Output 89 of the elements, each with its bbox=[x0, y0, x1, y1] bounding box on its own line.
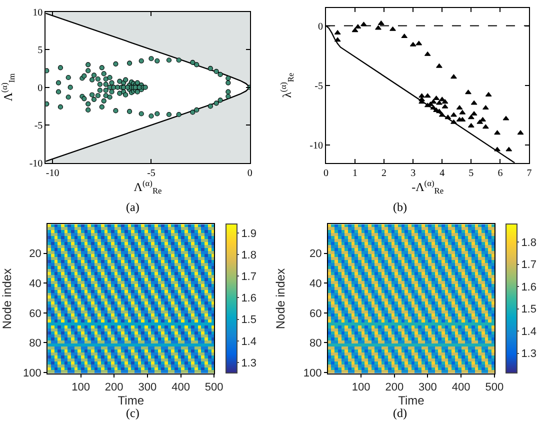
color-bar-label: 1.9 bbox=[241, 228, 256, 240]
point bbox=[424, 93, 431, 98]
x-tick-label: -5 bbox=[147, 168, 156, 179]
point bbox=[375, 25, 382, 30]
point bbox=[416, 40, 422, 46]
color-bar-label: 1.8 bbox=[521, 236, 536, 249]
y-tick-label: 100 bbox=[303, 367, 322, 380]
x-tick-label: 7 bbox=[526, 168, 532, 179]
color-bar-label: 1.7 bbox=[521, 259, 536, 272]
y-tick-label: 60 bbox=[309, 308, 322, 320]
y-tick-label: 80 bbox=[29, 338, 42, 350]
color-bar-label: 1.8 bbox=[241, 249, 256, 262]
y-tick-label: 40 bbox=[29, 278, 42, 290]
color-bar-label: 1.6 bbox=[241, 292, 256, 305]
x-tick-label: 5 bbox=[468, 168, 474, 179]
color-bar-label: 1.3 bbox=[521, 348, 536, 360]
x-tick-label: 6 bbox=[498, 168, 503, 179]
text: (a) bbox=[126, 200, 140, 214]
y-tick-label: -10 bbox=[29, 158, 43, 170]
color-bar-label: 1.5 bbox=[521, 304, 536, 316]
point bbox=[442, 99, 448, 104]
x-tick-label: 300 bbox=[138, 382, 157, 394]
y-tick-label: -10 bbox=[310, 140, 323, 152]
point bbox=[450, 74, 457, 79]
point bbox=[352, 28, 358, 32]
x-tick-label: 400 bbox=[172, 382, 190, 394]
y-tick-label: -5 bbox=[314, 80, 323, 92]
y-tick-label: 20 bbox=[29, 248, 42, 260]
point bbox=[494, 146, 500, 152]
point bbox=[436, 100, 442, 105]
x-tick-label: 4 bbox=[440, 168, 445, 179]
point bbox=[430, 99, 437, 104]
point bbox=[401, 34, 408, 38]
y-tick-label: 40 bbox=[309, 278, 322, 290]
point bbox=[438, 112, 446, 117]
point bbox=[436, 108, 442, 114]
y-tick-label: 100 bbox=[23, 367, 42, 380]
x-tick-label: 200 bbox=[104, 382, 124, 394]
point bbox=[482, 105, 489, 110]
point bbox=[470, 100, 478, 105]
x-tick-label: 500 bbox=[485, 382, 504, 394]
text: (c) bbox=[126, 406, 140, 420]
y-tick-label: 5 bbox=[38, 45, 43, 56]
point bbox=[465, 90, 472, 94]
point bbox=[494, 130, 500, 135]
y-tick-label: 0 bbox=[38, 82, 43, 94]
x-tick-label: 400 bbox=[452, 382, 470, 394]
x-tick-label: 2 bbox=[382, 168, 387, 179]
x-tick-label: 0 bbox=[247, 168, 252, 179]
text: (d) bbox=[393, 406, 407, 420]
y-tick-label: 60 bbox=[29, 308, 42, 320]
x-tick-label: 100 bbox=[352, 382, 370, 394]
y-axis-title: Node index bbox=[0, 268, 14, 330]
color-bar-label: 1.4 bbox=[521, 326, 536, 338]
color-bar-label: 1.4 bbox=[241, 336, 256, 348]
point bbox=[456, 105, 463, 110]
point bbox=[418, 93, 425, 98]
color-bar-label: 1.5 bbox=[241, 314, 256, 326]
point bbox=[433, 96, 440, 100]
point bbox=[517, 130, 524, 135]
color-bar-label: 1.7 bbox=[241, 270, 256, 283]
x-tick-label: 300 bbox=[418, 382, 437, 394]
point bbox=[470, 111, 478, 116]
point bbox=[482, 124, 489, 129]
point bbox=[459, 110, 466, 114]
y-tick-label: 0 bbox=[318, 21, 323, 32]
point bbox=[450, 112, 457, 117]
point bbox=[502, 116, 510, 120]
color-bar-label: 1.3 bbox=[241, 357, 256, 370]
x-tick-label: 200 bbox=[385, 382, 404, 394]
x-tick-label: 500 bbox=[204, 382, 224, 394]
text: (b) bbox=[393, 200, 407, 214]
point bbox=[354, 24, 362, 29]
y-tick-label: -5 bbox=[34, 120, 43, 132]
x-tick-label: 3 bbox=[410, 168, 416, 179]
x-axis-title: Time bbox=[118, 394, 144, 408]
point bbox=[468, 114, 474, 120]
y-tick-label: 10 bbox=[32, 7, 43, 18]
x-tick-label: -10 bbox=[46, 168, 60, 179]
x-tick-label: 100 bbox=[72, 382, 90, 394]
x-tick-label: 1 bbox=[352, 168, 358, 179]
y-tick-label: 80 bbox=[309, 338, 322, 350]
point bbox=[506, 146, 512, 152]
color-bar-label: 1.6 bbox=[521, 281, 536, 294]
x-axis-title: Time bbox=[398, 394, 425, 408]
point bbox=[444, 114, 452, 120]
point bbox=[334, 37, 341, 42]
y-tick-label: 20 bbox=[309, 248, 322, 260]
y-axis-title: Node index bbox=[274, 268, 288, 330]
